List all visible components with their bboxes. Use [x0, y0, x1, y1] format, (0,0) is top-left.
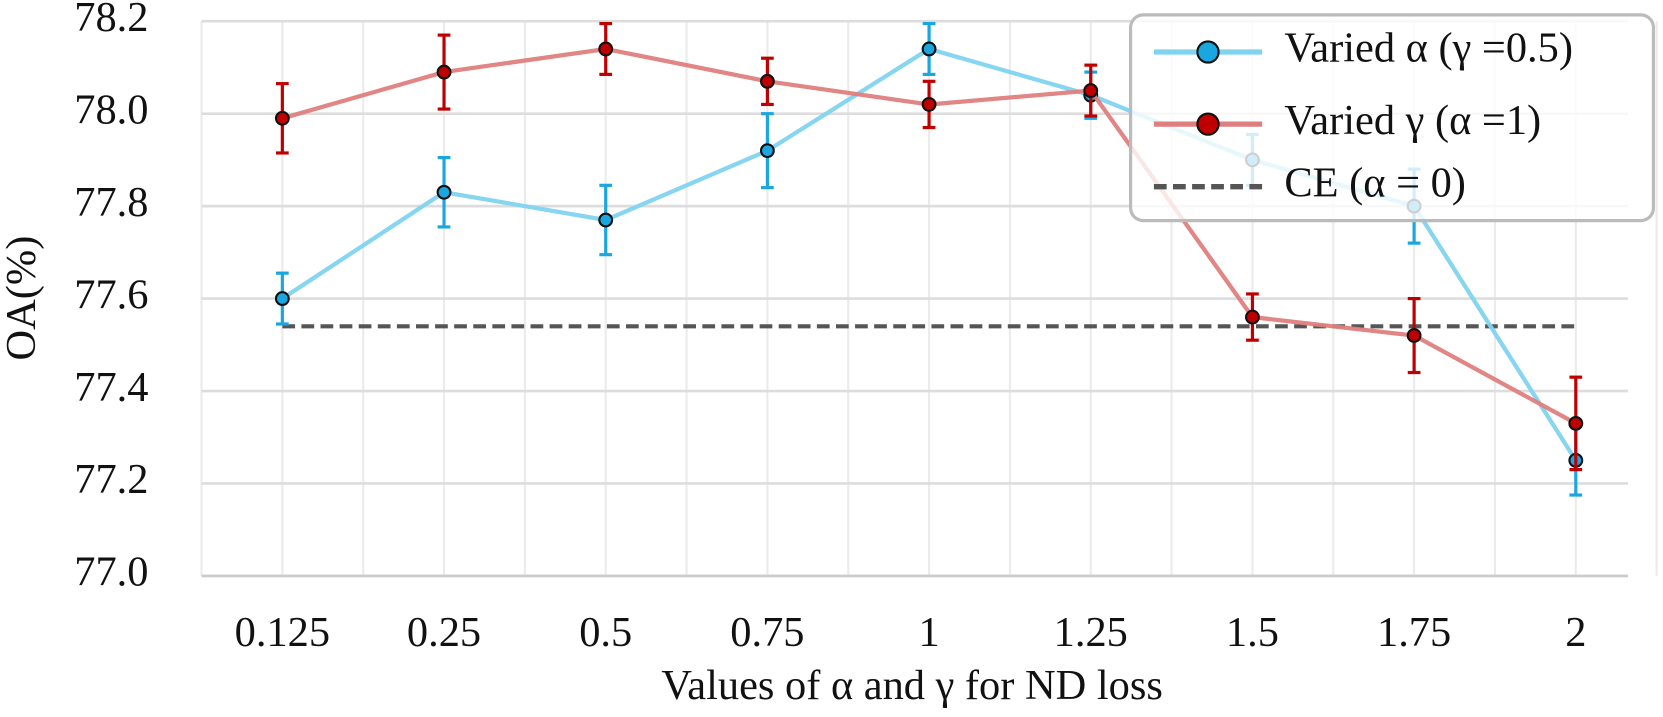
legend-marker — [1196, 112, 1220, 136]
x-tick-label: 0.5 — [579, 609, 632, 656]
y-axis-label: OA(%) — [0, 236, 45, 361]
marker — [921, 41, 937, 57]
x-tick-label: 1.25 — [1054, 609, 1128, 656]
x-tick-label: 2 — [1565, 609, 1586, 656]
marker — [436, 64, 452, 80]
marker — [598, 41, 614, 57]
x-tick-label: 1.75 — [1377, 609, 1451, 656]
marker — [1083, 83, 1099, 98]
x-tick-label: 0.125 — [235, 609, 330, 656]
marker — [1568, 415, 1584, 431]
x-tick-label: 0.75 — [730, 609, 804, 656]
y-tick-label: 77.6 — [74, 271, 148, 318]
x-tick-label: 1.5 — [1226, 609, 1279, 656]
y-tick-label: 77.0 — [74, 549, 148, 596]
marker — [274, 291, 290, 307]
legend-marker — [1196, 40, 1220, 64]
x-tick-label: 1 — [918, 609, 939, 656]
marker — [436, 184, 452, 200]
legend-box — [1128, 13, 1656, 223]
y-tick-label: 77.4 — [74, 364, 148, 411]
marker — [1406, 328, 1422, 343]
x-axis-label: Values of α and γ for ND loss — [661, 662, 1162, 709]
marker — [759, 73, 775, 89]
marker — [1245, 309, 1260, 325]
y-tick-label: 78.0 — [74, 86, 148, 133]
marker — [598, 212, 614, 228]
y-tick-label: 77.2 — [74, 456, 148, 503]
marker — [921, 97, 937, 112]
x-tick-label: 0.25 — [407, 609, 481, 656]
legend-label: Varied α (γ =0.5) — [1284, 25, 1573, 72]
y-tick-label: 78.2 — [74, 0, 148, 41]
legend-label: Varied γ (α =1) — [1284, 97, 1541, 144]
marker — [274, 110, 290, 126]
y-tick-label: 77.8 — [74, 179, 148, 226]
legend-label: CE (α = 0) — [1284, 159, 1466, 206]
marker — [759, 143, 775, 159]
